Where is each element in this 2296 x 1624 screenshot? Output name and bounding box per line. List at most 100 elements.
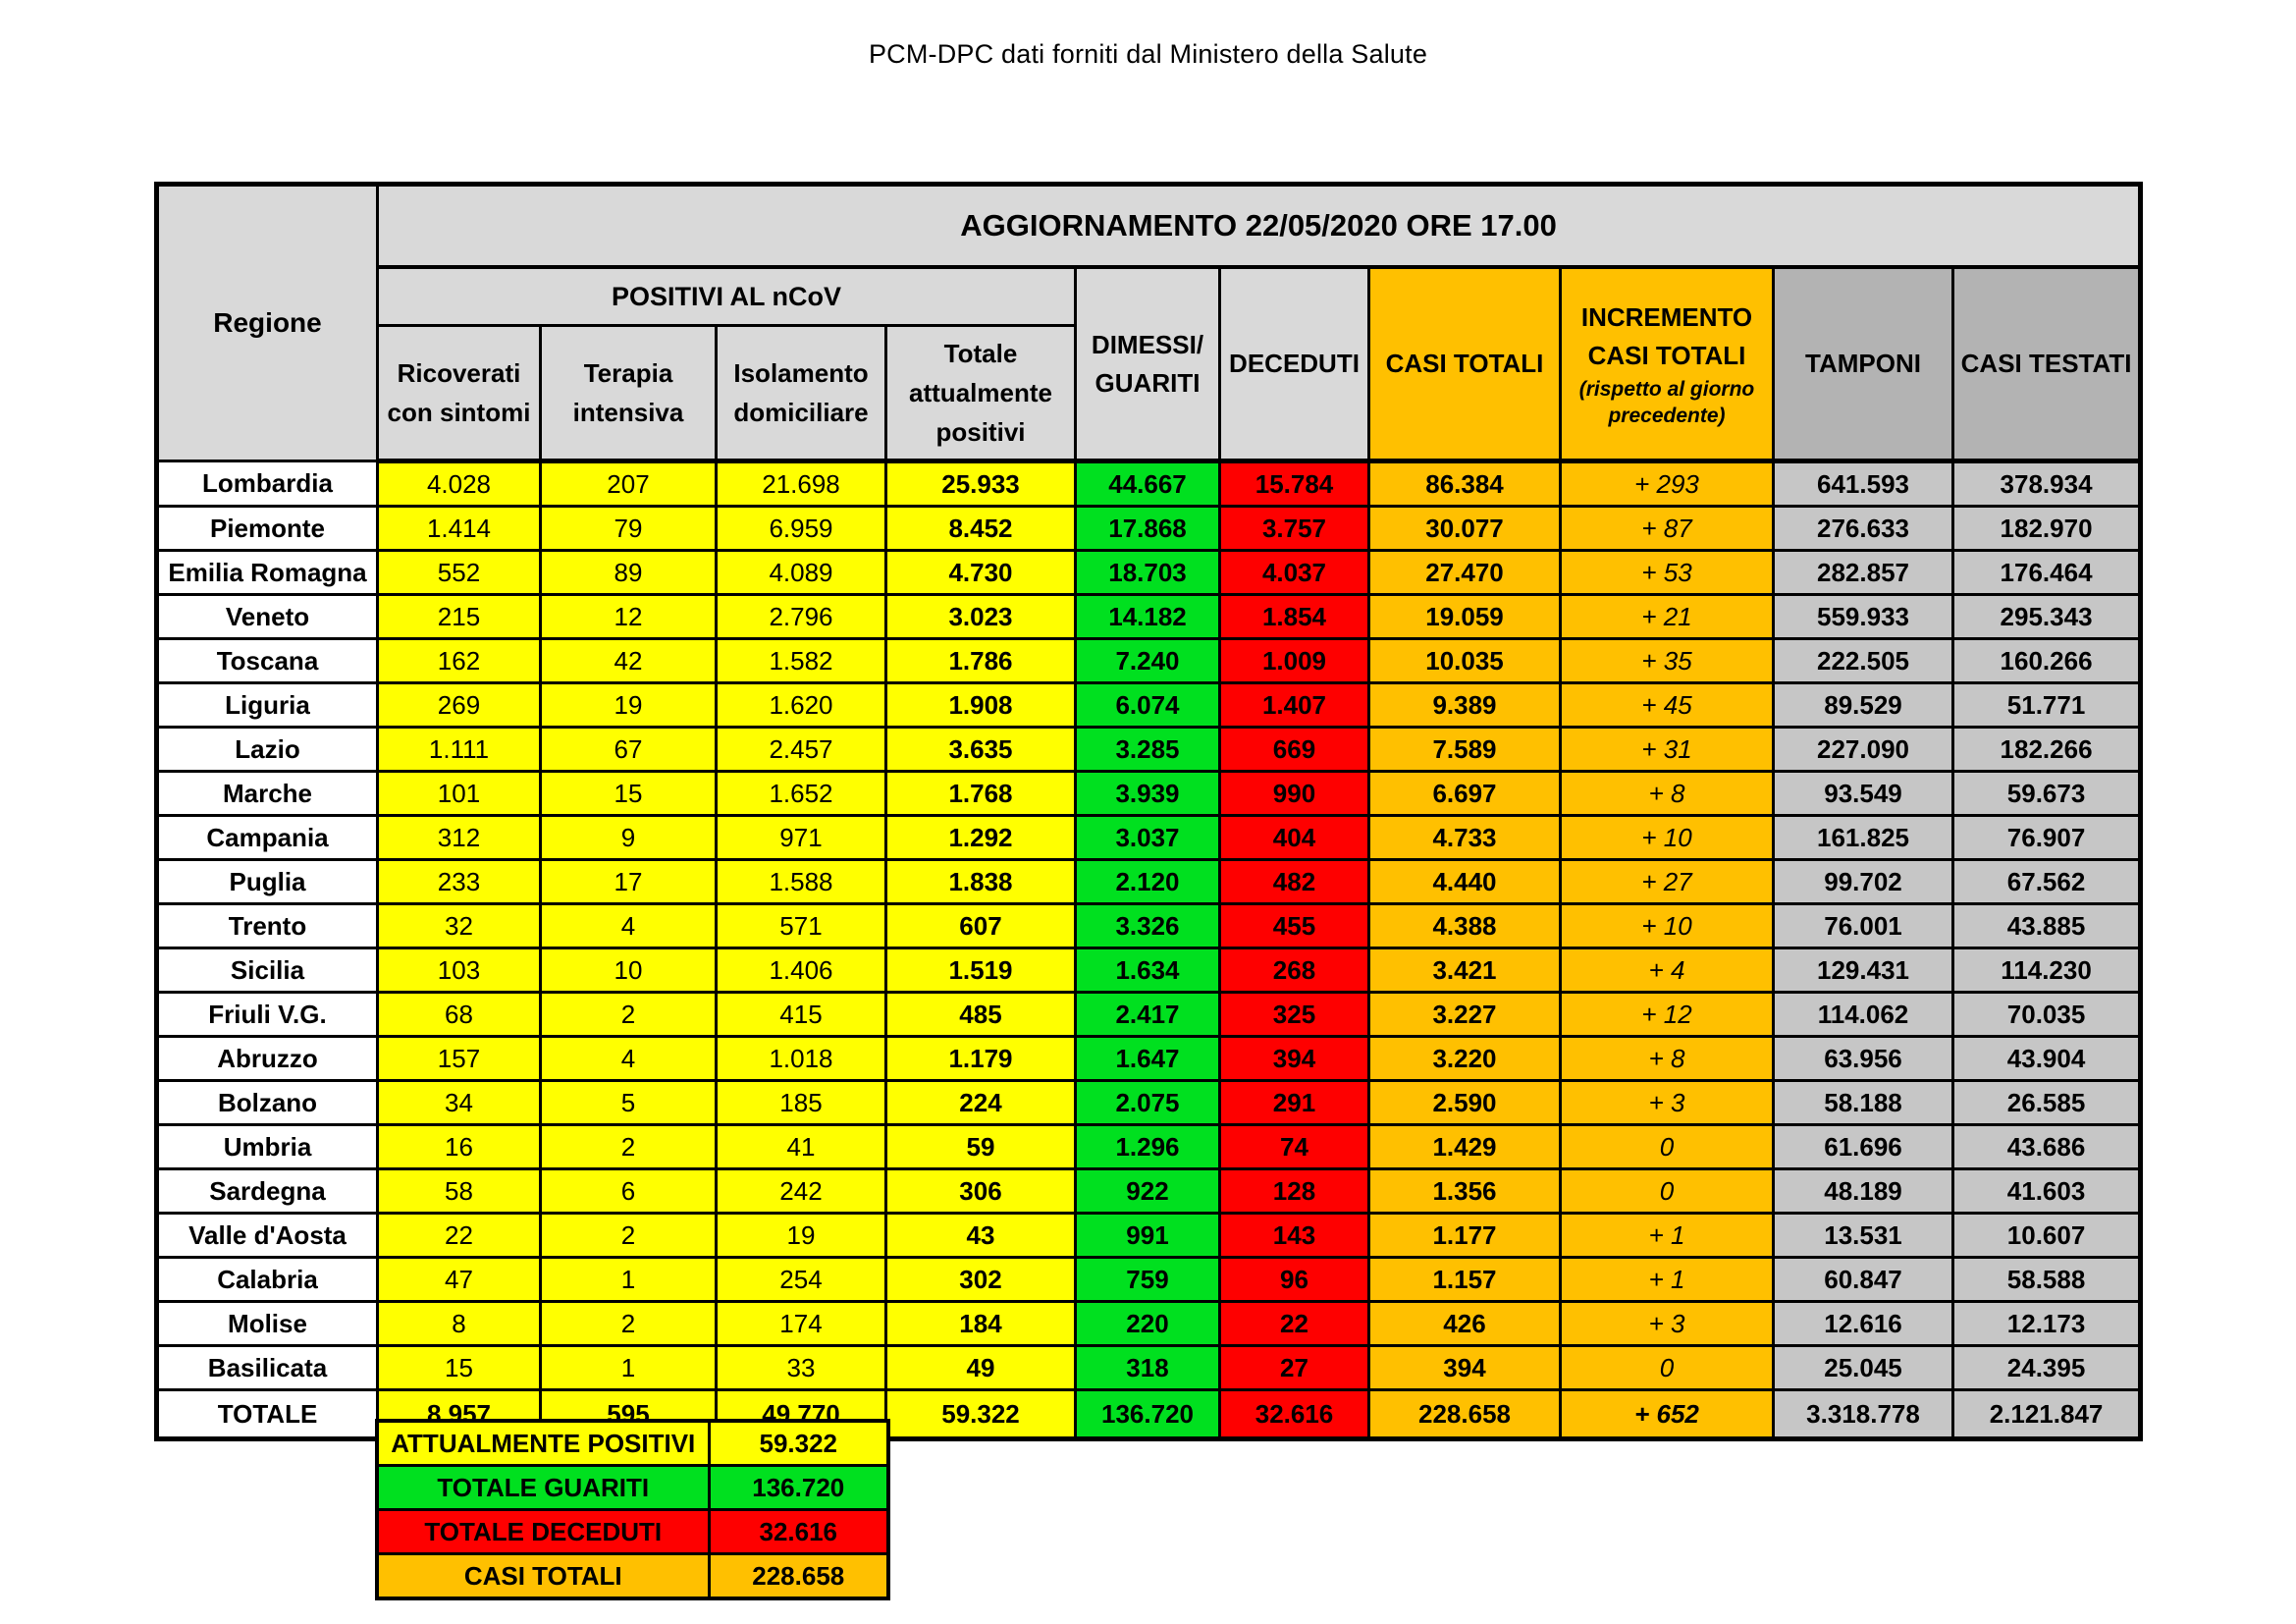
cell-totale-positivi: 1.519 (884, 947, 1077, 994)
cell-incremento: 0 (1559, 1167, 1775, 1215)
column-header-ricoverati: Ricoverati con sintomi (376, 324, 542, 463)
cell-casi-testati: 58.588 (1950, 1256, 2143, 1303)
cell-terapia-intensiva: 2 (539, 991, 718, 1038)
cell-tamponi: 641.593 (1772, 460, 1954, 508)
cell-incremento: + 45 (1559, 681, 1775, 729)
cell-tamponi: 222.505 (1772, 637, 1954, 684)
table-row: Bolzano 34 5 185 224 2.075 291 2.590 + 3… (155, 1079, 2143, 1126)
column-header-isolamento: Isolamento domiciliare (715, 324, 887, 463)
cell-dimessi-guariti: 3.939 (1074, 770, 1221, 817)
cell-ricoverati: 58 (376, 1167, 542, 1215)
cell-isolamento: 174 (715, 1300, 887, 1347)
region-name: Sicilia (155, 947, 379, 994)
cell-dimessi-guariti: 1.647 (1074, 1035, 1221, 1082)
cell-terapia-intensiva: 17 (539, 858, 718, 905)
cell-casi-totali: 3.421 (1367, 947, 1562, 994)
cell-tamponi: 282.857 (1772, 549, 1954, 596)
cell-totale-positivi: 485 (884, 991, 1077, 1038)
cell-isolamento: 1.018 (715, 1035, 887, 1082)
region-name: Campania (155, 814, 379, 861)
cell-deceduti: 22 (1218, 1300, 1370, 1347)
cell-deceduti: 74 (1218, 1123, 1370, 1170)
cell-deceduti: 143 (1218, 1212, 1370, 1259)
column-header-deceduti: DECEDUTI (1218, 265, 1370, 463)
table-row: Umbria 16 2 41 59 1.296 74 1.429 0 61.69… (155, 1123, 2143, 1170)
cell-terapia-intensiva: 12 (539, 593, 718, 640)
summary-row: TOTALE GUARITI 136.720 (375, 1464, 890, 1511)
cell-deceduti: 1.854 (1218, 593, 1370, 640)
cell-casi-testati: 70.035 (1950, 991, 2143, 1038)
summary-label: CASI TOTALI (375, 1552, 711, 1600)
cell-dimessi-guariti: 3.037 (1074, 814, 1221, 861)
cell-deceduti: 291 (1218, 1079, 1370, 1126)
cell-isolamento: 41 (715, 1123, 887, 1170)
region-name: Emilia Romagna (155, 549, 379, 596)
region-name: Veneto (155, 593, 379, 640)
cell-deceduti: 96 (1218, 1256, 1370, 1303)
cell-incremento: + 8 (1559, 1035, 1775, 1082)
region-name: TOTALE (155, 1388, 379, 1440)
cell-tamponi: 13.531 (1772, 1212, 1954, 1259)
cell-isolamento: 2.796 (715, 593, 887, 640)
cell-ricoverati: 233 (376, 858, 542, 905)
column-header-totale-positivi: Totale attualmente positivi (884, 324, 1077, 463)
cell-casi-testati: 43.904 (1950, 1035, 2143, 1082)
cell-isolamento: 971 (715, 814, 887, 861)
cell-casi-totali: 9.389 (1367, 681, 1562, 729)
cell-ricoverati: 1.111 (376, 726, 542, 773)
cell-tamponi: 89.529 (1772, 681, 1954, 729)
cell-dimessi-guariti: 1.296 (1074, 1123, 1221, 1170)
cell-incremento: + 1 (1559, 1212, 1775, 1259)
summary-row: ATTUALMENTE POSITIVI 59.322 (375, 1419, 890, 1467)
cell-incremento: + 87 (1559, 505, 1775, 552)
cell-casi-testati: 12.173 (1950, 1300, 2143, 1347)
column-group-positivi: POSITIVI AL nCoV (376, 265, 1077, 327)
cell-casi-testati: 182.266 (1950, 726, 2143, 773)
cell-isolamento: 415 (715, 991, 887, 1038)
table-row: Calabria 47 1 254 302 759 96 1.157 + 1 6… (155, 1256, 2143, 1303)
cell-totale-positivi: 1.786 (884, 637, 1077, 684)
cell-terapia-intensiva: 19 (539, 681, 718, 729)
cell-casi-totali: 27.470 (1367, 549, 1562, 596)
cell-terapia-intensiva: 1 (539, 1344, 718, 1391)
cell-totale-positivi: 8.452 (884, 505, 1077, 552)
cell-deceduti: 4.037 (1218, 549, 1370, 596)
cell-deceduti: 394 (1218, 1035, 1370, 1082)
cell-totale-positivi: 1.292 (884, 814, 1077, 861)
cell-dimessi-guariti: 2.075 (1074, 1079, 1221, 1126)
cell-tamponi: 76.001 (1772, 902, 1954, 949)
table-row: Friuli V.G. 68 2 415 485 2.417 325 3.227… (155, 991, 2143, 1038)
cell-casi-totali: 4.440 (1367, 858, 1562, 905)
cell-casi-totali: 86.384 (1367, 460, 1562, 508)
cell-ricoverati: 15 (376, 1344, 542, 1391)
region-name: Basilicata (155, 1344, 379, 1391)
main-table-body: Lombardia 4.028 207 21.698 25.933 44.667… (155, 460, 2143, 1440)
cell-tamponi: 60.847 (1772, 1256, 1954, 1303)
cell-casi-testati: 26.585 (1950, 1079, 2143, 1126)
cell-totale-positivi: 184 (884, 1300, 1077, 1347)
cell-deceduti: 404 (1218, 814, 1370, 861)
cell-dimessi-guariti: 220 (1074, 1300, 1221, 1347)
cell-isolamento: 254 (715, 1256, 887, 1303)
column-header-dimessi-guariti: DIMESSI/ GUARITI (1074, 265, 1221, 463)
region-name: Umbria (155, 1123, 379, 1170)
cell-isolamento: 4.089 (715, 549, 887, 596)
cell-casi-testati: 295.343 (1950, 593, 2143, 640)
summary-value: 32.616 (707, 1508, 890, 1555)
summary-label: ATTUALMENTE POSITIVI (375, 1419, 711, 1467)
cell-dimessi-guariti: 991 (1074, 1212, 1221, 1259)
table-row: Lazio 1.111 67 2.457 3.635 3.285 669 7.5… (155, 726, 2143, 773)
cell-terapia-intensiva: 67 (539, 726, 718, 773)
region-name: Abruzzo (155, 1035, 379, 1082)
table-row: Sardegna 58 6 242 306 922 128 1.356 0 48… (155, 1167, 2143, 1215)
table-row: Valle d'Aosta 22 2 19 43 991 143 1.177 +… (155, 1212, 2143, 1259)
cell-ricoverati: 4.028 (376, 460, 542, 508)
summary-value: 136.720 (707, 1464, 890, 1511)
cell-ricoverati: 34 (376, 1079, 542, 1126)
region-name: Calabria (155, 1256, 379, 1303)
cell-terapia-intensiva: 6 (539, 1167, 718, 1215)
summary-value: 228.658 (707, 1552, 890, 1600)
incremento-note: (rispetto al giorno precedente) (1578, 378, 1755, 427)
cell-casi-totali: 1.429 (1367, 1123, 1562, 1170)
region-name: Toscana (155, 637, 379, 684)
